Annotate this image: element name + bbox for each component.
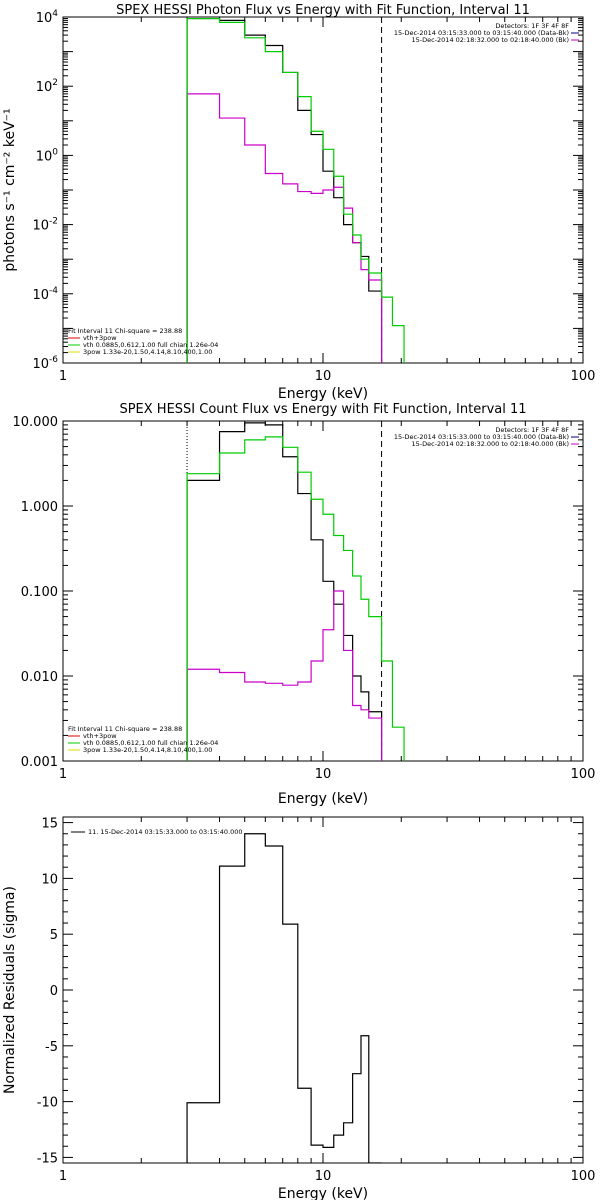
- legend-entry: 3pow 1.33e-20,1.50,4.14,8.10,400,1.00: [83, 348, 212, 356]
- y-tick-label: 0.001: [21, 755, 58, 770]
- y-tick-label: -10: [37, 1096, 58, 1111]
- legend-entry: vth+3pow: [83, 334, 117, 342]
- x-tick-label: 100: [571, 369, 596, 384]
- y-tick-base: 10: [32, 219, 49, 234]
- legend-entry: vth 0.0885,0.612,1.00 full chian 1.26e-0…: [83, 739, 218, 747]
- y-axis-label: Normalized Residuals (sigma): [2, 886, 18, 1094]
- legend-title: Fit Interval 11 Chi-square = 238.88: [68, 327, 182, 335]
- y-tick-base: 10: [32, 288, 49, 303]
- y-tick-exponent: 0: [52, 147, 58, 157]
- x-tick-label: 1: [59, 1169, 67, 1184]
- y-tick-label: 104: [36, 9, 59, 26]
- y-tick-label: 5: [50, 928, 58, 943]
- y-tick-label: -5: [45, 1040, 58, 1055]
- info-line: 15-Dec-2014 02:18:32.000 to 02:18:40.000…: [412, 36, 570, 44]
- y-tick-exponent: 4: [52, 9, 58, 19]
- info-line: 15-Dec-2014 02:18:32.000 to 02:18:40.000…: [412, 440, 570, 448]
- y-tick-exponent: -6: [49, 355, 58, 365]
- series-fit: [186, 17, 405, 363]
- chart-count: SPEX HESSI Count Flux vs Energy with Fit…: [13, 402, 596, 807]
- y-tick-label: 0.010: [21, 670, 58, 685]
- x-tick-label: 10: [315, 767, 332, 782]
- chart-title: SPEX HESSI Photon Flux vs Energy with Fi…: [116, 3, 530, 18]
- x-tick-label: 100: [571, 1169, 596, 1184]
- info-line: 15-Dec-2014 03:15:33.000 to 03:15:40.000…: [394, 29, 569, 37]
- x-axis-label: Energy (keV): [278, 791, 368, 807]
- chart-resid: 1 10 100 -15 -10 -5 0 5 10 15 Energy (keV) Normaliz…: [2, 816, 596, 1200]
- info-line: 15-Dec-2014 03:15:33.000 to 03:15:40.000…: [394, 433, 569, 441]
- info-line: Detectors: 1F 3F 4F 8F: [495, 426, 569, 434]
- y-tick-exponent: -2: [49, 217, 58, 227]
- x-tick-label: 10: [315, 369, 332, 384]
- x-tick-label: 100: [571, 767, 596, 782]
- chart-title: SPEX HESSI Count Flux vs Energy with Fit…: [119, 402, 526, 417]
- y-tick-label: 10.000: [13, 415, 59, 430]
- legend-entry: 11. 15-Dec-2014 03:15:33.000 to 03:15:40…: [88, 828, 243, 836]
- y-tick-label: 1.000: [21, 500, 58, 515]
- x-tick-label: 10: [315, 1169, 332, 1184]
- series-fit: [186, 436, 405, 761]
- y-axis-label: photons s⁻¹ cm⁻² keV⁻¹: [2, 108, 18, 271]
- y-tick-label: 100: [36, 147, 59, 164]
- y-tick-label: 0: [50, 984, 58, 999]
- legend-title: Fit Interval 11 Chi-square = 238.88: [68, 725, 182, 733]
- y-tick-label: 10-2: [32, 217, 58, 234]
- y-tick-label: -15: [37, 1151, 58, 1166]
- x-tick-label: 1: [59, 369, 67, 384]
- y-tick-base: 10: [36, 149, 53, 164]
- x-axis-label: Energy (keV): [278, 1186, 368, 1200]
- y-tick-base: 10: [36, 80, 53, 95]
- x-tick-label: 1: [59, 767, 67, 782]
- plot-frame: [62, 420, 584, 762]
- y-tick-base: 10: [36, 11, 53, 26]
- y-tick-label: 0.100: [21, 585, 58, 600]
- y-tick-label: 10: [41, 872, 58, 887]
- y-tick-exponent: 2: [52, 78, 58, 88]
- info-line: Detectors: 1F 3F 4F 8F: [495, 22, 569, 30]
- x-axis-label: Energy (keV): [278, 386, 368, 402]
- legend-entry: 3pow 1.33e-20,1.50,4.14,8.10,400,1.00: [83, 746, 212, 754]
- series-residuals: [186, 833, 382, 1163]
- chart-photon: SPEX HESSI Photon Flux vs Energy with Fi…: [2, 3, 595, 402]
- y-tick-label: 10-4: [32, 286, 58, 303]
- y-tick-label: 15: [41, 817, 58, 832]
- y-tick-base: 10: [32, 357, 49, 372]
- legend-entry: vth 0.0885,0.612,1.00 full chian 1.26e-0…: [83, 341, 218, 349]
- series-bk: [186, 590, 383, 761]
- y-tick-exponent: -4: [49, 286, 58, 296]
- legend-entry: vth+3pow: [83, 732, 117, 740]
- y-tick-label: 10-6: [32, 355, 58, 372]
- plot-frame: [62, 816, 584, 1164]
- series-data-bk: [186, 17, 383, 363]
- y-tick-label: 102: [36, 78, 58, 95]
- series-data-bk: [186, 422, 383, 761]
